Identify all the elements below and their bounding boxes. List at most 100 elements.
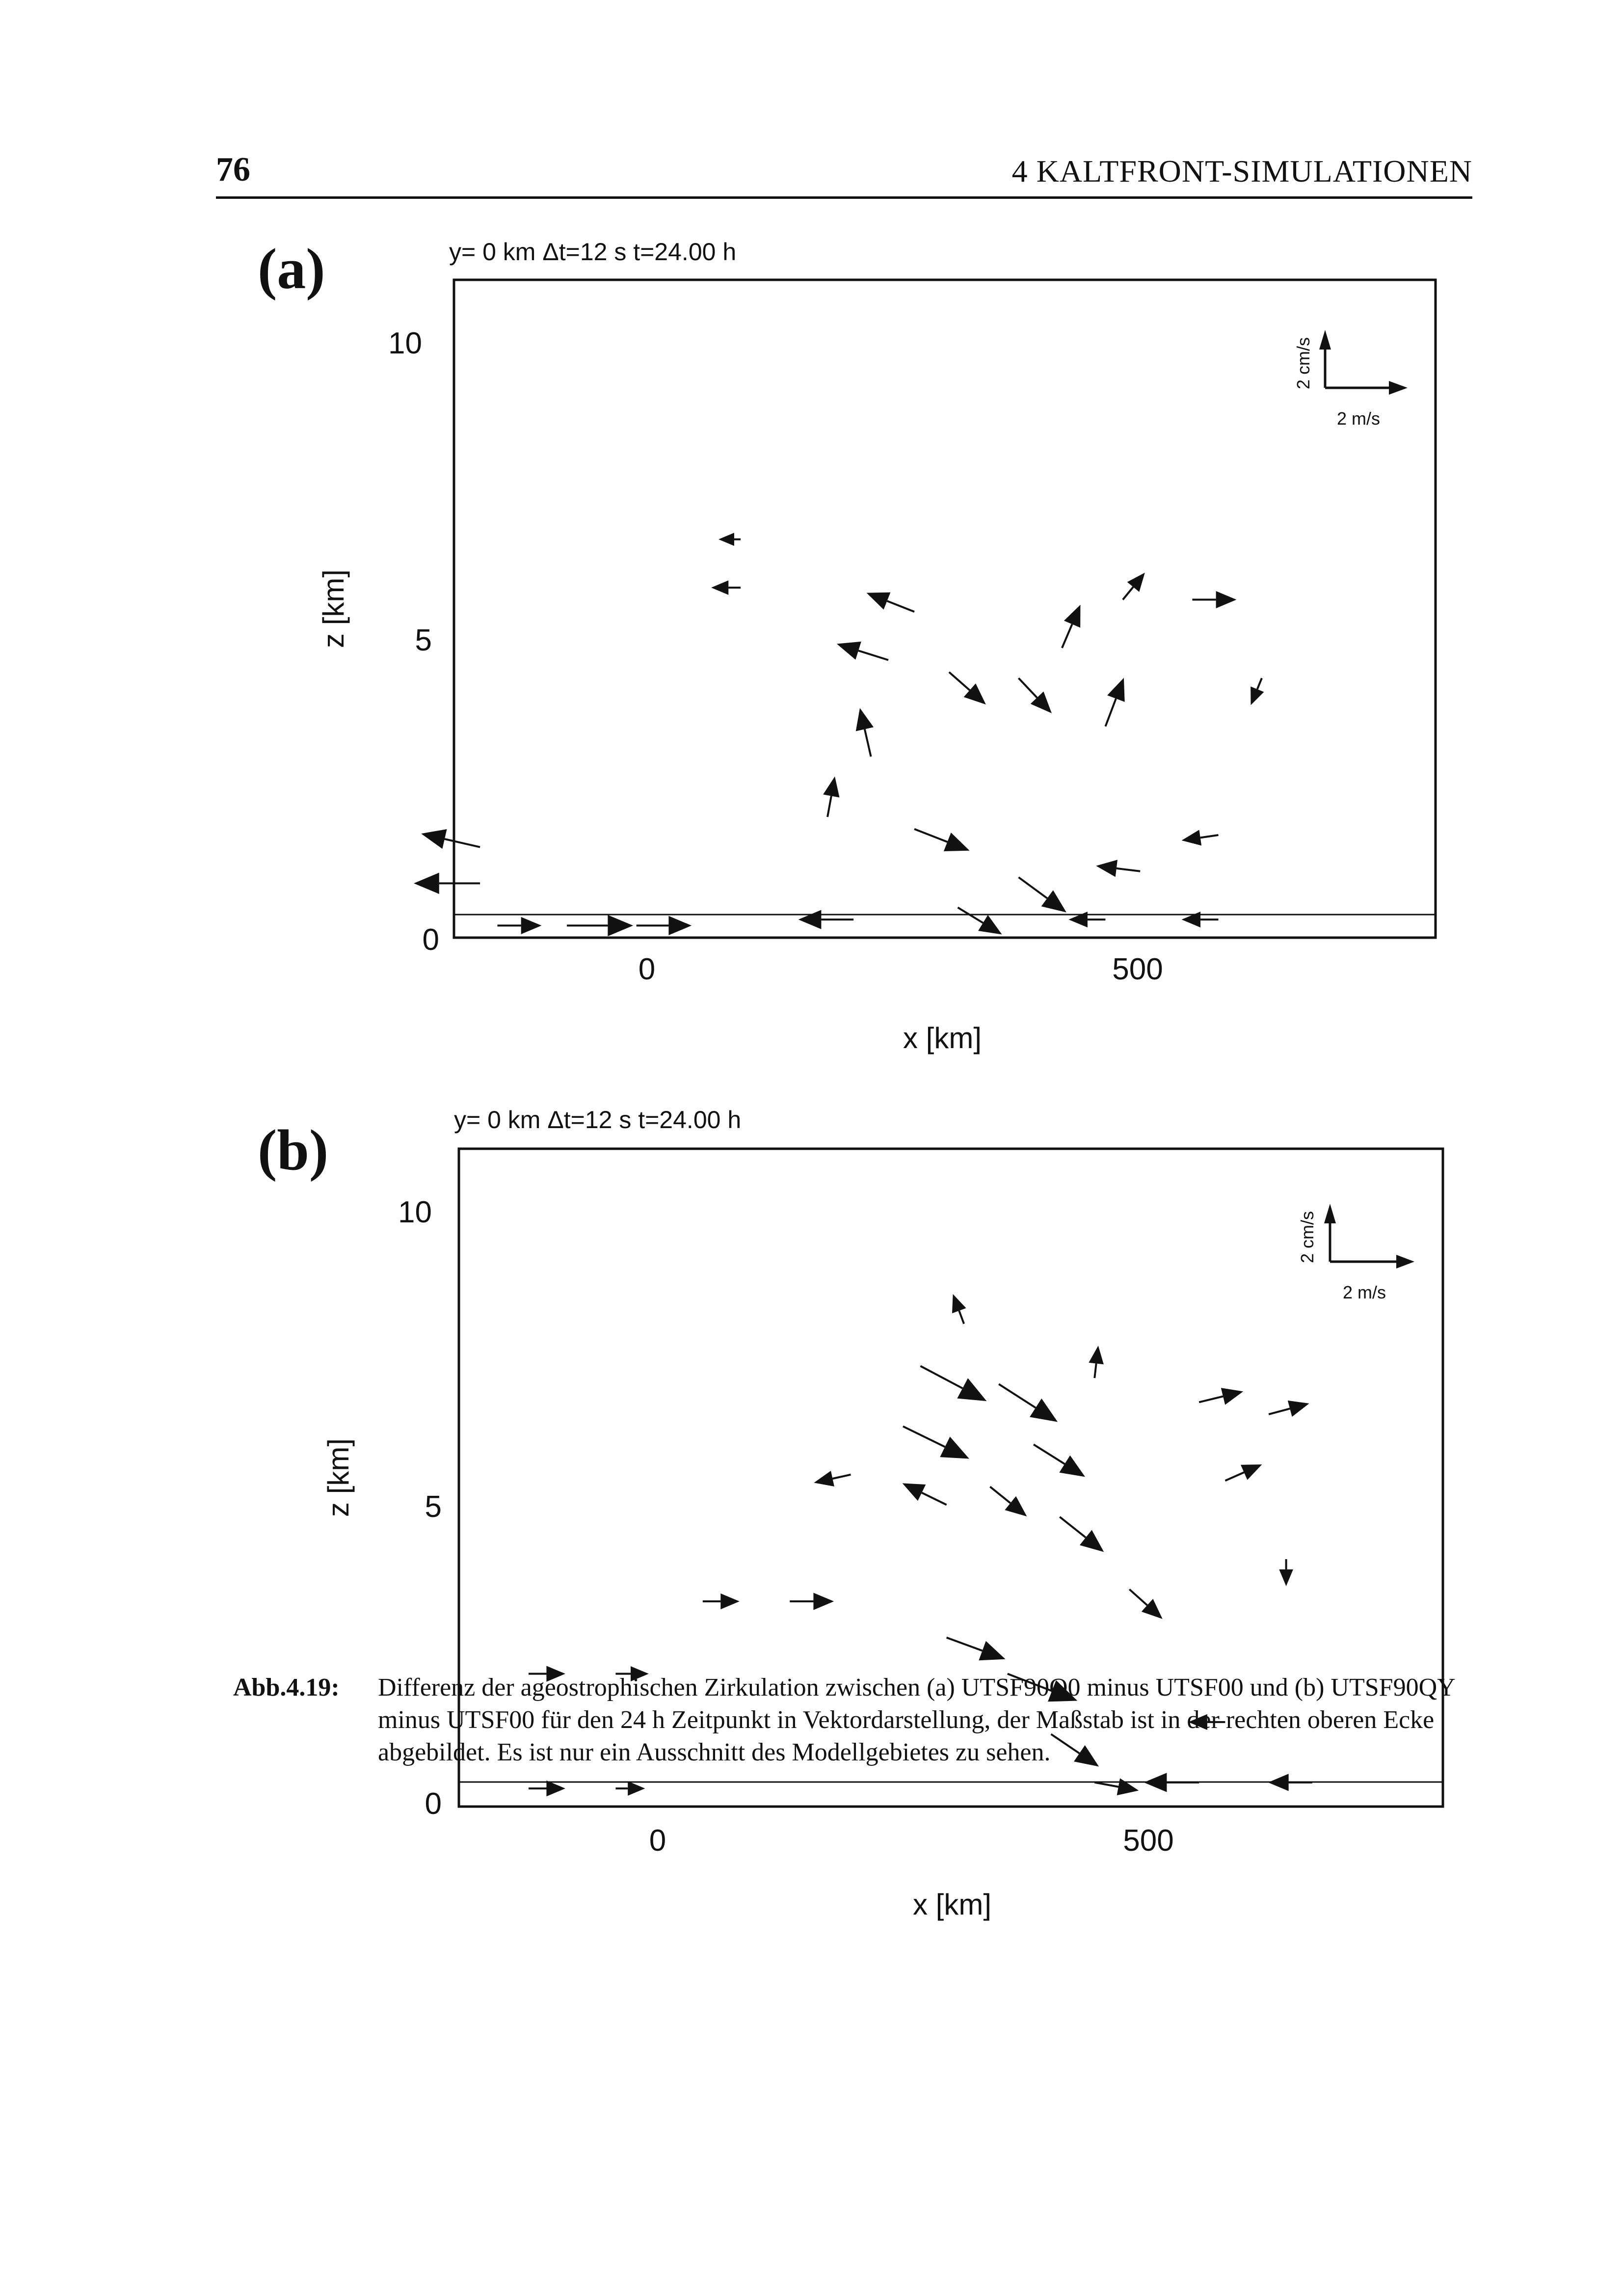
vector-shaft xyxy=(444,838,480,848)
vector-arrow xyxy=(1268,1400,1309,1417)
vector-shaft xyxy=(858,649,889,661)
vector-head xyxy=(1241,1464,1262,1480)
vector-arrow xyxy=(528,1780,565,1797)
y-axis-label-a: z [km] xyxy=(317,569,350,648)
vector-arrow xyxy=(914,828,970,852)
vector-arrow xyxy=(1018,876,1066,913)
vector-head xyxy=(979,1641,1006,1661)
vector-shaft xyxy=(1122,586,1134,600)
vector-head xyxy=(720,1593,740,1610)
vector-shaft xyxy=(1200,834,1219,839)
vector-arrow xyxy=(798,910,854,929)
vector-head xyxy=(1096,860,1118,877)
caption-text: Differenz der ageostrophischen Zirkulati… xyxy=(378,1674,1455,1766)
vector-shaft xyxy=(1018,876,1048,899)
vector-arrow xyxy=(567,915,634,937)
vector-arrow xyxy=(1192,591,1237,609)
vector-head xyxy=(414,872,439,894)
vector-head xyxy=(1287,1400,1309,1417)
vector-arrow xyxy=(702,1593,740,1610)
scale-vertical-label-a: 2 cm/s xyxy=(1293,337,1313,389)
vector-head xyxy=(1181,830,1202,846)
vector-arrow xyxy=(1050,1733,1099,1767)
vector-arrow xyxy=(1188,1714,1225,1730)
vector-shaft xyxy=(1033,1443,1065,1465)
x-axis-label-a: x [km] xyxy=(903,1022,982,1054)
vector-head xyxy=(631,1666,649,1682)
vector-arrow xyxy=(1198,1388,1244,1405)
vector-shaft xyxy=(863,729,872,757)
vector-arrow xyxy=(823,776,840,817)
vector-head xyxy=(1181,911,1201,928)
vector-head xyxy=(798,910,822,929)
y-tick-0-a: 0 xyxy=(423,923,439,957)
vector-head xyxy=(1041,890,1066,913)
y-axis-label-b: z [km] xyxy=(322,1438,355,1517)
x-tick-500-b: 500 xyxy=(1123,1824,1173,1858)
vector-head xyxy=(1251,686,1264,705)
vector-shaft xyxy=(1050,1733,1080,1755)
vector-plot-b: y= 0 km Δt=12 s t=24.00 h 10 5 0 0 500 x… xyxy=(322,1106,1444,1921)
vector-shaft xyxy=(903,1425,946,1448)
vector-head xyxy=(1216,591,1237,609)
vector-arrow xyxy=(1094,1778,1139,1796)
vector-arrow xyxy=(1251,677,1264,705)
vector-head xyxy=(1221,1388,1244,1405)
vector-arrow xyxy=(948,671,986,705)
vector-shaft xyxy=(948,671,971,691)
vector-arrow xyxy=(903,1425,969,1459)
vector-shaft xyxy=(1128,1588,1148,1606)
vector-head xyxy=(546,1780,565,1797)
vector-arrow xyxy=(1144,1773,1199,1792)
vector-arrow xyxy=(497,917,542,934)
vector-arrow xyxy=(998,1383,1058,1422)
vector-shaft xyxy=(1104,698,1117,727)
vector-head xyxy=(1079,1530,1104,1552)
vector-arrow xyxy=(1033,1443,1086,1477)
vector-head xyxy=(836,641,861,660)
run-info-b: y= 0 km Δt=12 s t=24.00 h xyxy=(454,1106,741,1134)
vector-arrow xyxy=(421,829,480,849)
vector-arrow xyxy=(1059,1516,1104,1552)
y-tick-5-a: 5 xyxy=(415,623,432,657)
plot-frame-a xyxy=(452,278,1437,939)
vector-head xyxy=(823,776,840,798)
vector-arrow xyxy=(1181,830,1219,846)
scale-key-a: 2 cm/s 2 m/s xyxy=(1293,330,1408,429)
vector-shaft xyxy=(958,1310,965,1324)
vector-arrow xyxy=(636,916,692,936)
page-number: 76 xyxy=(216,151,250,189)
vector-head xyxy=(718,533,734,546)
vector-head xyxy=(940,1436,969,1459)
y-tick-5-b: 5 xyxy=(425,1490,442,1524)
vector-arrow xyxy=(957,906,1002,935)
vector-arrow xyxy=(946,1636,1006,1661)
vector-head xyxy=(1127,572,1145,592)
vector-arrow xyxy=(528,1666,565,1682)
vector-arrow xyxy=(855,708,874,757)
vector-arrow xyxy=(1068,911,1106,928)
vector-field-a xyxy=(414,533,1264,937)
vector-head xyxy=(902,1483,926,1501)
x-tick-500-a: 500 xyxy=(1112,952,1163,986)
x-tick-0-a: 0 xyxy=(639,952,655,986)
vector-head xyxy=(521,917,542,934)
vector-head xyxy=(1068,911,1088,928)
vector-head xyxy=(963,683,986,705)
vector-arrow xyxy=(952,1294,966,1324)
vector-arrow xyxy=(1181,911,1219,928)
vector-head xyxy=(978,915,1002,935)
vector-shaft xyxy=(1224,1471,1245,1482)
vector-head xyxy=(855,708,874,731)
vector-arrow xyxy=(1096,860,1141,877)
vector-shaft xyxy=(1061,623,1073,648)
vector-head xyxy=(1005,1496,1027,1516)
scale-vertical-label-b: 2 cm/s xyxy=(1297,1211,1317,1263)
panel-label-b: (b) xyxy=(258,1118,329,1182)
vector-arrow xyxy=(866,592,915,613)
vector-arrow xyxy=(814,1471,851,1486)
vector-shaft xyxy=(832,1473,851,1480)
vector-arrow xyxy=(1007,1673,1078,1702)
vector-arrow xyxy=(1017,677,1052,713)
x-tick-0-b: 0 xyxy=(649,1824,666,1858)
